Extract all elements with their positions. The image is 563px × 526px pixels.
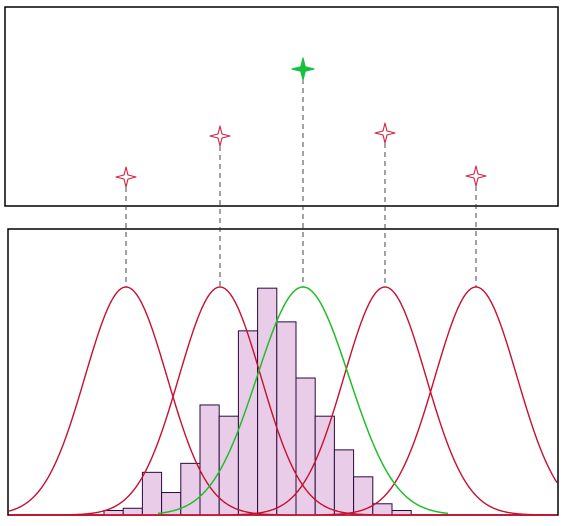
histogram-bar (141, 471, 163, 516)
histogram-bar (199, 404, 220, 516)
connector-lines (125, 79, 477, 287)
red-star-icon (209, 125, 231, 147)
red-curve-2 (9, 286, 557, 516)
histogram-bar (257, 287, 278, 516)
histogram-bar (276, 321, 297, 516)
markers (115, 57, 487, 188)
green-star-icon (291, 57, 315, 81)
red-star-icon (465, 165, 487, 187)
histogram-bar (333, 449, 355, 516)
red-star-icon (115, 166, 137, 188)
red-star-icon (374, 122, 396, 144)
histogram-bar (314, 415, 335, 516)
histogram-bar (372, 503, 393, 516)
top-panel-frame (4, 6, 559, 207)
histogram (103, 287, 412, 516)
green-curve (157, 286, 449, 515)
gaussian-curves (8, 286, 558, 516)
red-curve-5 (9, 286, 558, 516)
histogram-bar (122, 507, 143, 516)
histogram-bar (295, 377, 316, 516)
